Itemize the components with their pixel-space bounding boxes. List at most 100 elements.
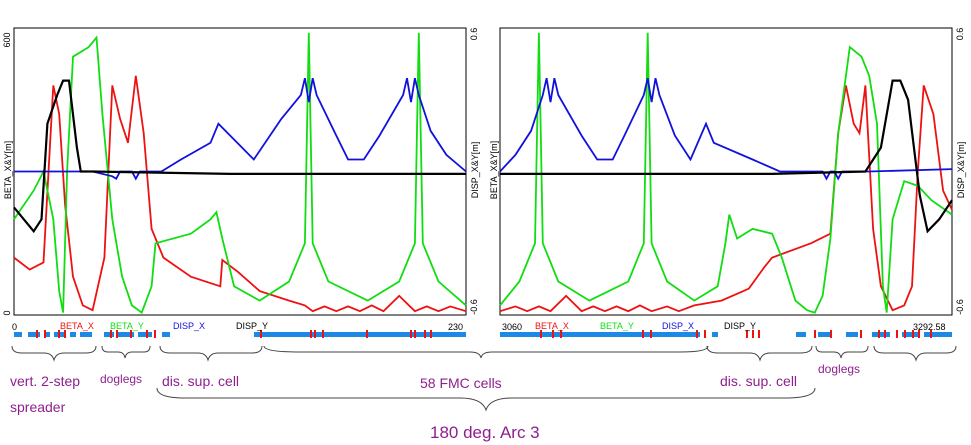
- right-beta-axis-label: BETA_X&Y[m]: [489, 141, 499, 199]
- left-lattice-bar: [14, 330, 466, 338]
- brace-fmc-cells: [156, 387, 816, 412]
- left-lattice-dipole: [410, 330, 412, 338]
- right-x-start-label: 3060: [502, 322, 522, 332]
- left-series-disp-y: [13, 79, 466, 234]
- right-lattice-dipole: [758, 330, 760, 338]
- right-lattice-dipole: [704, 330, 706, 338]
- right-lattice-dipole: [696, 330, 698, 338]
- left-disp-top-tick: 0.6: [469, 28, 479, 41]
- left-lattice-dipole: [36, 330, 38, 338]
- right-lattice-bar: [500, 330, 952, 338]
- left-legend-disp-y: DISP_Y: [236, 321, 268, 331]
- annotation-spreader: spreader: [10, 399, 66, 415]
- left-lattice-dipole: [130, 330, 132, 338]
- right-lattice-dipole: [930, 330, 932, 338]
- left-lattice-segment: [80, 332, 92, 337]
- right-lattice-segment: [924, 332, 952, 337]
- left-lattice-segment: [138, 332, 152, 337]
- right-series-beta-y: [499, 32, 953, 314]
- annotation-dis-sup-right: dis. sup. cell: [720, 373, 797, 389]
- right-lattice-dipole: [752, 330, 754, 338]
- right-lattice-segment: [818, 332, 832, 337]
- brace-fmc-upper: [263, 345, 709, 359]
- right-series-beta-x: [499, 85, 953, 313]
- left-lattice-dipole: [146, 330, 148, 338]
- annotations: vert. 2-step spreader doglegs dis. sup. …: [10, 362, 860, 442]
- right-lattice-dipole: [814, 330, 816, 338]
- left-lattice-dipole: [58, 330, 60, 338]
- left-lattice-segment: [162, 332, 170, 337]
- brace-doglegs-right: [815, 345, 869, 359]
- right-lattice-dipole: [878, 330, 880, 338]
- left-lattice-dipole: [430, 330, 432, 338]
- right-lattice-segment: [500, 332, 700, 337]
- right-lattice-dipole: [884, 330, 886, 338]
- right-lattice-dipole: [896, 330, 898, 338]
- right-disp-top-tick: 0.6: [955, 28, 965, 41]
- left-lattice-dipole: [322, 330, 324, 338]
- right-lattice-dipole: [860, 330, 862, 338]
- left-beta-top-tick: 600: [2, 32, 12, 47]
- annotation-fmc-cells: 58 FMC cells: [420, 375, 502, 391]
- right-legend-beta-x: BETA_X: [535, 321, 569, 331]
- left-lattice-segment: [118, 332, 134, 337]
- left-lattice-dipole: [314, 330, 316, 338]
- left-lattice-dipole: [414, 330, 416, 338]
- left-lattice-dipole: [310, 330, 312, 338]
- left-x-end-label: 230: [448, 322, 463, 332]
- right-panel: BETA_X&Y[m] 0.6 -0.6 DISP_X&Y[m] 3060 32…: [489, 27, 966, 338]
- brace-spreader: [11, 345, 97, 362]
- left-beta-axis-label: BETA_X&Y[m]: [3, 141, 13, 199]
- left-series-beta-x: [13, 75, 467, 313]
- right-lattice-dipole: [560, 330, 562, 338]
- annotation-doglegs-left: doglegs: [100, 372, 142, 386]
- left-lattice-dipole: [260, 330, 262, 338]
- left-panel: 600 0 BETA_X&Y[m] 0.6 -0.6 DISP_X&Y[m] 0…: [2, 27, 480, 338]
- left-lattice-segment: [28, 332, 40, 337]
- left-x-start-label: 0: [12, 322, 17, 332]
- right-lattice-dipole: [912, 330, 914, 338]
- right-lattice-dipole: [830, 330, 832, 338]
- left-legend-beta-x: BETA_X: [60, 321, 94, 331]
- right-x-end-label: 3292.58: [913, 322, 946, 332]
- right-lattice-segment: [846, 332, 858, 337]
- right-series-disp-y: [500, 79, 953, 234]
- left-disp-axis-label: DISP_X&Y[m]: [470, 142, 480, 199]
- annotation-vert-spreader: vert. 2-step: [10, 373, 80, 389]
- left-lattice-segment: [44, 332, 50, 337]
- left-beta-bottom-tick: 0: [2, 310, 12, 315]
- right-lattice-dipole: [540, 330, 542, 338]
- annotation-doglegs-right: doglegs: [818, 362, 860, 376]
- left-legend-disp-x: DISP_X: [173, 321, 205, 331]
- right-legend-disp-y: DISP_Y: [724, 321, 756, 331]
- brace-dis-sup-left: [159, 345, 263, 362]
- brace-spreader-right: [873, 345, 957, 362]
- right-disp-axis-label: DISP_X&Y[m]: [956, 142, 966, 199]
- right-legend-disp-x: DISP_X: [662, 321, 694, 331]
- left-lattice-dipole: [366, 330, 368, 338]
- brace-doglegs-left: [101, 345, 151, 359]
- left-curves: [13, 32, 467, 315]
- right-lattice-segment: [902, 332, 920, 337]
- right-lattice-segment: [872, 332, 890, 337]
- right-lattice-segment: [712, 332, 718, 337]
- right-lattice-segment: [796, 332, 806, 337]
- right-legend-beta-y: BETA_Y: [600, 321, 634, 331]
- left-series-disp-x: [14, 77, 467, 181]
- left-lattice-dipole: [44, 330, 46, 338]
- left-disp-bottom-tick: -0.6: [469, 299, 479, 315]
- figure-title: 180 deg. Arc 3: [430, 423, 540, 442]
- right-lattice-dipole: [746, 330, 748, 338]
- right-disp-bottom-tick: -0.6: [955, 299, 965, 315]
- left-lattice-dipole: [424, 330, 426, 338]
- left-lattice-segment: [254, 332, 466, 337]
- right-curves: [499, 32, 953, 314]
- right-lattice-dipole: [904, 330, 906, 338]
- left-lattice-segment: [70, 332, 76, 337]
- right-lattice-dipole: [642, 330, 644, 338]
- right-lattice-dipole: [552, 330, 554, 338]
- left-lattice-dipole: [116, 330, 118, 338]
- annotation-dis-sup-left: dis. sup. cell: [162, 373, 239, 389]
